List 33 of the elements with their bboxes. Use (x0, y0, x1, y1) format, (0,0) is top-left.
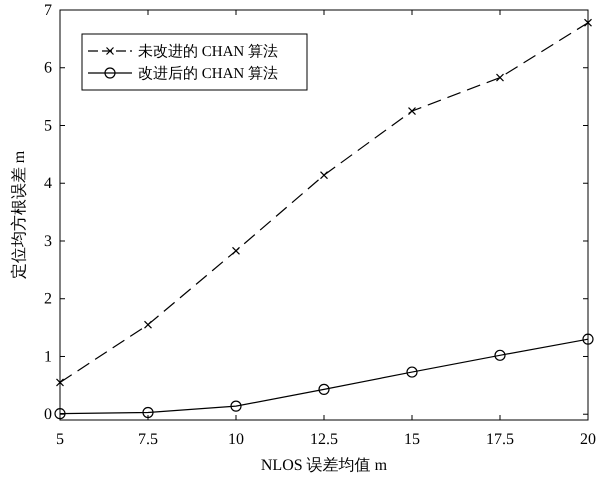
x-tick-label: 15 (404, 431, 420, 448)
x-axis-title: NLOS 误差均值 m (260, 456, 388, 474)
point (144, 320, 152, 329)
point (232, 246, 240, 255)
point (230, 400, 242, 412)
y-tick-label: 6 (44, 60, 52, 77)
point (582, 334, 594, 345)
y-tick-label: 3 (44, 232, 52, 250)
point (494, 350, 506, 361)
x-tick-label: 12.5 (310, 431, 338, 448)
point (496, 73, 504, 82)
y-tick-label: 7 (44, 2, 52, 19)
x-tick-label: 17.5 (486, 431, 514, 448)
x-tick-label: 10 (228, 431, 244, 448)
point (56, 378, 64, 387)
y-tick-label: 0 (44, 406, 52, 424)
point (584, 18, 592, 27)
x-tick-label: 7.5 (138, 431, 158, 448)
point (408, 106, 416, 116)
y-tick-label: 5 (44, 117, 52, 134)
point (318, 384, 330, 395)
x-tick-label: 20 (580, 431, 596, 448)
point (320, 171, 328, 180)
legend-label: 未改进的 CHAN 算法 (138, 43, 278, 60)
point (142, 406, 154, 418)
y-tick-label: 1 (44, 348, 52, 366)
x-tick-label: 5 (56, 431, 64, 448)
point (54, 408, 66, 420)
y-axis-title: 定位均方根误差 m (10, 150, 28, 280)
legend-label: 改进后的 CHAN 算法 (138, 65, 278, 82)
y-tick-label: 2 (44, 290, 52, 308)
y-tick-label: 4 (44, 175, 52, 192)
point (406, 366, 418, 378)
